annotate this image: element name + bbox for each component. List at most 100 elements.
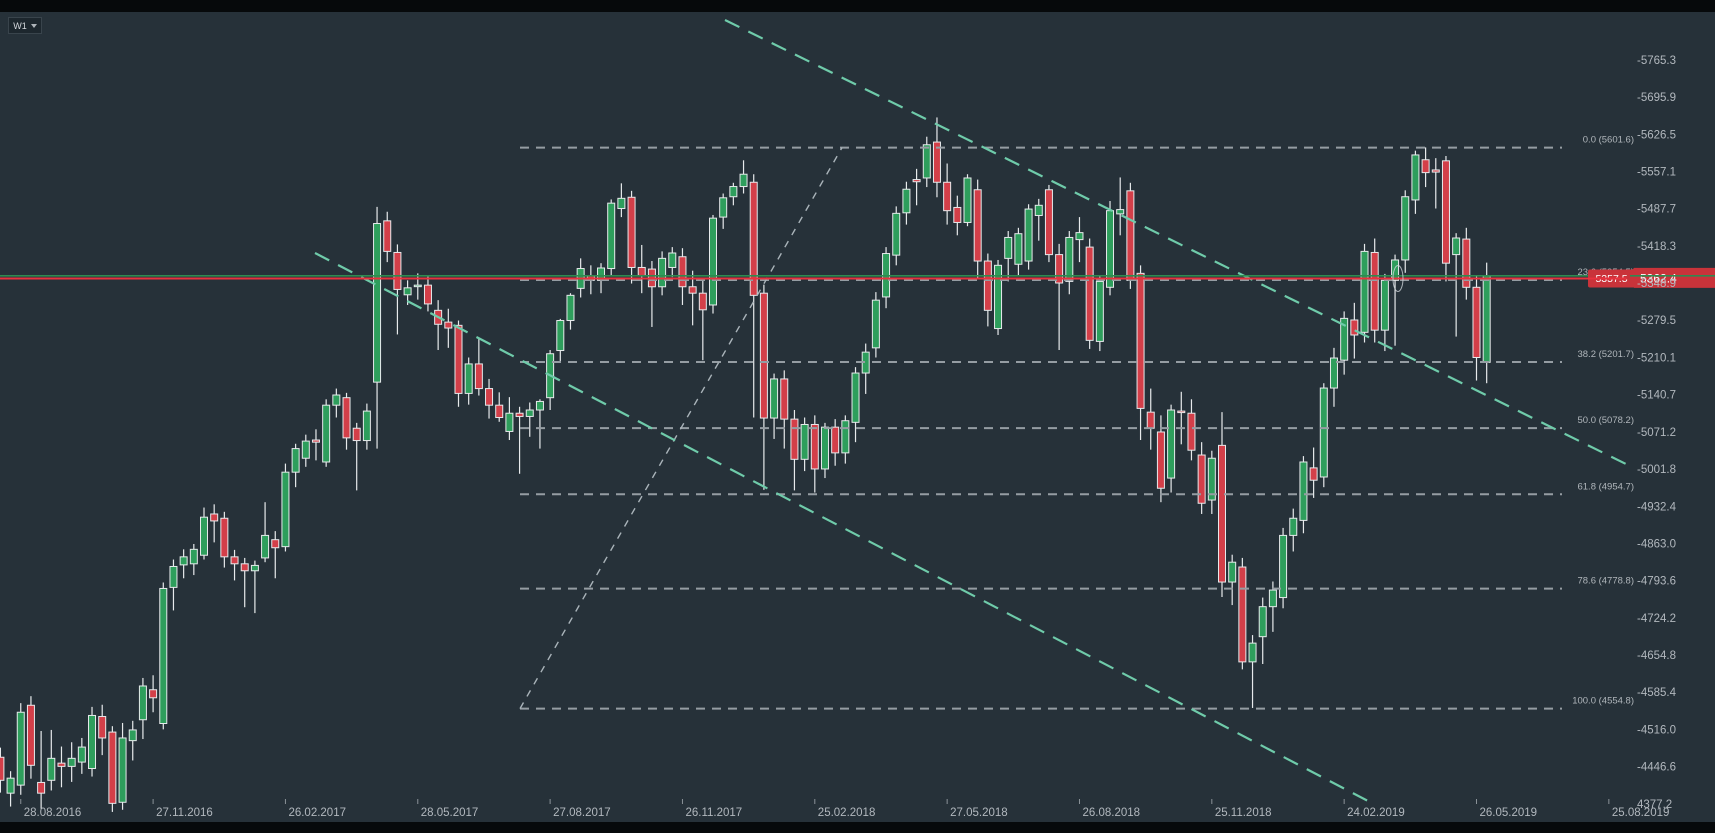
candle: [169, 559, 178, 611]
window-bottom-bar: [0, 822, 1715, 833]
candle: [1156, 415, 1165, 503]
time-axis-label: 25.02.2018: [818, 807, 876, 819]
candle: [352, 422, 361, 491]
candle: [922, 136, 931, 188]
price-axis-label: -5557.1: [1637, 166, 1676, 178]
candle: [67, 742, 76, 782]
candle: [668, 247, 677, 278]
candle: [1044, 184, 1053, 263]
last-price-tag: [1626, 267, 1715, 288]
price-axis-label: -4654.8: [1637, 650, 1676, 662]
fib-level-label: 78.6 (4778.8): [1577, 576, 1634, 587]
candle: [719, 193, 728, 229]
price-axis-label: -4793.6: [1637, 576, 1676, 588]
price-axis[interactable]: -5765.3 -5695.9 -5626.5 -5557.1 -5487.7 -5418…: [1637, 55, 1677, 811]
price-axis-label: -5140.7: [1637, 390, 1676, 402]
candle: [739, 160, 748, 194]
time-axis-label: 28.08.2016: [24, 807, 82, 819]
candle: [1462, 227, 1471, 300]
candle: [749, 174, 758, 418]
price-axis-label: -5001.8: [1637, 464, 1676, 476]
candle: [902, 181, 911, 225]
candle: [1228, 554, 1237, 606]
price-axis-label: -4446.6: [1637, 762, 1676, 774]
candle: [413, 273, 422, 300]
time-axis-label: 27.08.2017: [553, 807, 611, 819]
candle: [1350, 302, 1359, 359]
candle: [393, 244, 402, 335]
candle: [250, 560, 259, 614]
time-axis-label: 24.02.2019: [1347, 807, 1405, 819]
candle: [892, 206, 901, 266]
candle: [159, 582, 168, 730]
candle: [607, 199, 616, 277]
candle: [912, 168, 921, 206]
price-axis-label: -5210.1: [1637, 352, 1676, 364]
price-lines[interactable]: [0, 264, 1715, 292]
candle: [332, 388, 341, 418]
price-axis-label: -5695.9: [1637, 92, 1676, 104]
candle: [505, 397, 514, 441]
candle: [831, 419, 840, 466]
time-axis-label: 26.11.2017: [685, 807, 742, 819]
candle: [790, 410, 799, 491]
candle: [1106, 201, 1115, 296]
candle: [983, 253, 992, 327]
candle: [647, 261, 656, 327]
candle: [556, 318, 565, 362]
candle: [281, 463, 290, 552]
candle: [291, 443, 300, 488]
price-axis-label: -4585.4: [1637, 687, 1677, 699]
candle: [1391, 254, 1400, 346]
candle: [1085, 238, 1094, 349]
candle: [240, 557, 249, 608]
candle: [1095, 276, 1104, 352]
candle: [627, 190, 636, 284]
candle: [495, 392, 504, 422]
candle: [98, 704, 107, 756]
price-axis-label: -5348.9: [1637, 278, 1676, 290]
candle: [1126, 182, 1135, 289]
candlestick-series: [0, 117, 1491, 812]
candle: [1055, 243, 1064, 350]
candle: [617, 183, 626, 218]
fib-level-label: 100.0 (4554.8): [1572, 696, 1634, 707]
fib-level-label: 38.2 (5201.7): [1577, 349, 1634, 360]
candle: [994, 259, 1003, 335]
time-axis-label: 28.05.2017: [421, 807, 479, 819]
fib-retracement-tool[interactable]: 0.0 (5601.6)23.6 (5354.5)38.2 (5201.7)50…: [519, 135, 1634, 710]
candle: [1309, 447, 1318, 498]
candle: [383, 211, 392, 263]
channel-trend-line: [724, 19, 1629, 466]
candle: [485, 378, 494, 419]
trend-channel-lines[interactable]: [314, 19, 1629, 803]
candle: [851, 367, 860, 443]
price-axis-label: -4724.2: [1637, 613, 1676, 625]
timeframe-label: W1: [13, 20, 27, 31]
time-axis-label: 27.05.2018: [950, 807, 1008, 819]
candle: [444, 308, 453, 348]
candle: [261, 502, 270, 563]
candle: [1024, 204, 1033, 270]
candle: [47, 729, 56, 791]
timeframe-dropdown[interactable]: W1: [8, 17, 42, 34]
time-axis-label: 25.08.2019: [1612, 807, 1670, 819]
candle: [301, 434, 310, 467]
candle: [1441, 156, 1450, 282]
candle: [464, 357, 473, 405]
candle: [1075, 217, 1084, 263]
price-axis-label: 4377.2: [1637, 799, 1672, 811]
time-axis[interactable]: 28.08.2016 27.11.2016 26.02.2017 28.05.2017…: [20, 799, 1670, 819]
candle: [546, 349, 555, 411]
candle: [698, 279, 707, 361]
candle: [637, 244, 646, 294]
time-axis-label: 27.11.2016: [156, 807, 213, 819]
candle: [1146, 388, 1155, 450]
time-axis-label: 26.02.2017: [288, 807, 346, 819]
candle: [128, 720, 137, 761]
candle: [423, 276, 432, 312]
last-price-tag-text: 5362.4: [1640, 271, 1677, 285]
price-axis-label: -5279.5: [1637, 315, 1676, 327]
